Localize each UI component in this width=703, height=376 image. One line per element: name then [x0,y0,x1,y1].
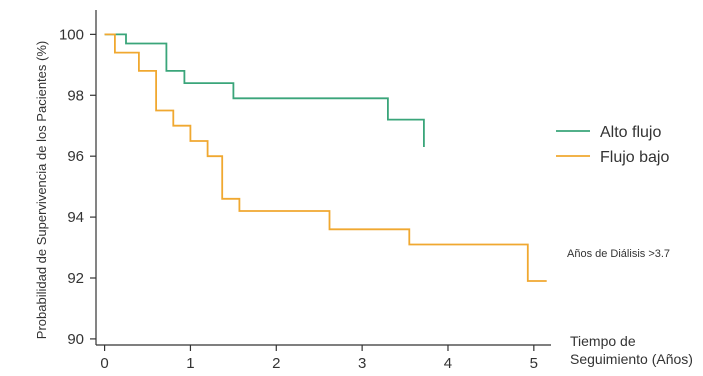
x-tick-label: 0 [100,355,108,372]
x-tick-label: 3 [358,355,366,372]
x-axis-label-line1: Tiempo de [570,333,636,349]
y-tick-label: 96 [67,148,84,165]
annotation-dialysis-years: Años de Diálisis >3.7 [567,248,670,260]
y-tick-label: 94 [67,209,84,226]
y-tick-label: 98 [67,87,84,104]
legend-label-flujo-bajo: Flujo bajo [600,149,669,166]
x-tick-label: 2 [272,355,280,372]
x-tick-label: 4 [444,355,452,372]
legend-label-alto-flujo: Alto flujo [600,124,661,141]
x-axis-label-line2: Seguimiento (Años) [570,351,693,367]
series-line-flujo-bajo [104,33,547,282]
y-tick-label: 100 [59,26,84,43]
y-tick-label: 90 [67,331,84,348]
legend: Alto flujo Flujo bajo [556,124,669,166]
x-ticks: 0 1 2 3 4 5 [100,345,538,372]
x-tick-label: 1 [186,355,194,372]
y-ticks: 90 92 94 96 98 100 [59,26,96,348]
x-tick-label: 5 [530,355,538,372]
y-axis-label: Probabilidad de Supervivencia de los Pac… [34,41,49,339]
axes [95,10,551,346]
series-line-alto-flujo [104,33,425,147]
y-tick-label: 92 [67,270,84,287]
series-layer [104,33,547,282]
